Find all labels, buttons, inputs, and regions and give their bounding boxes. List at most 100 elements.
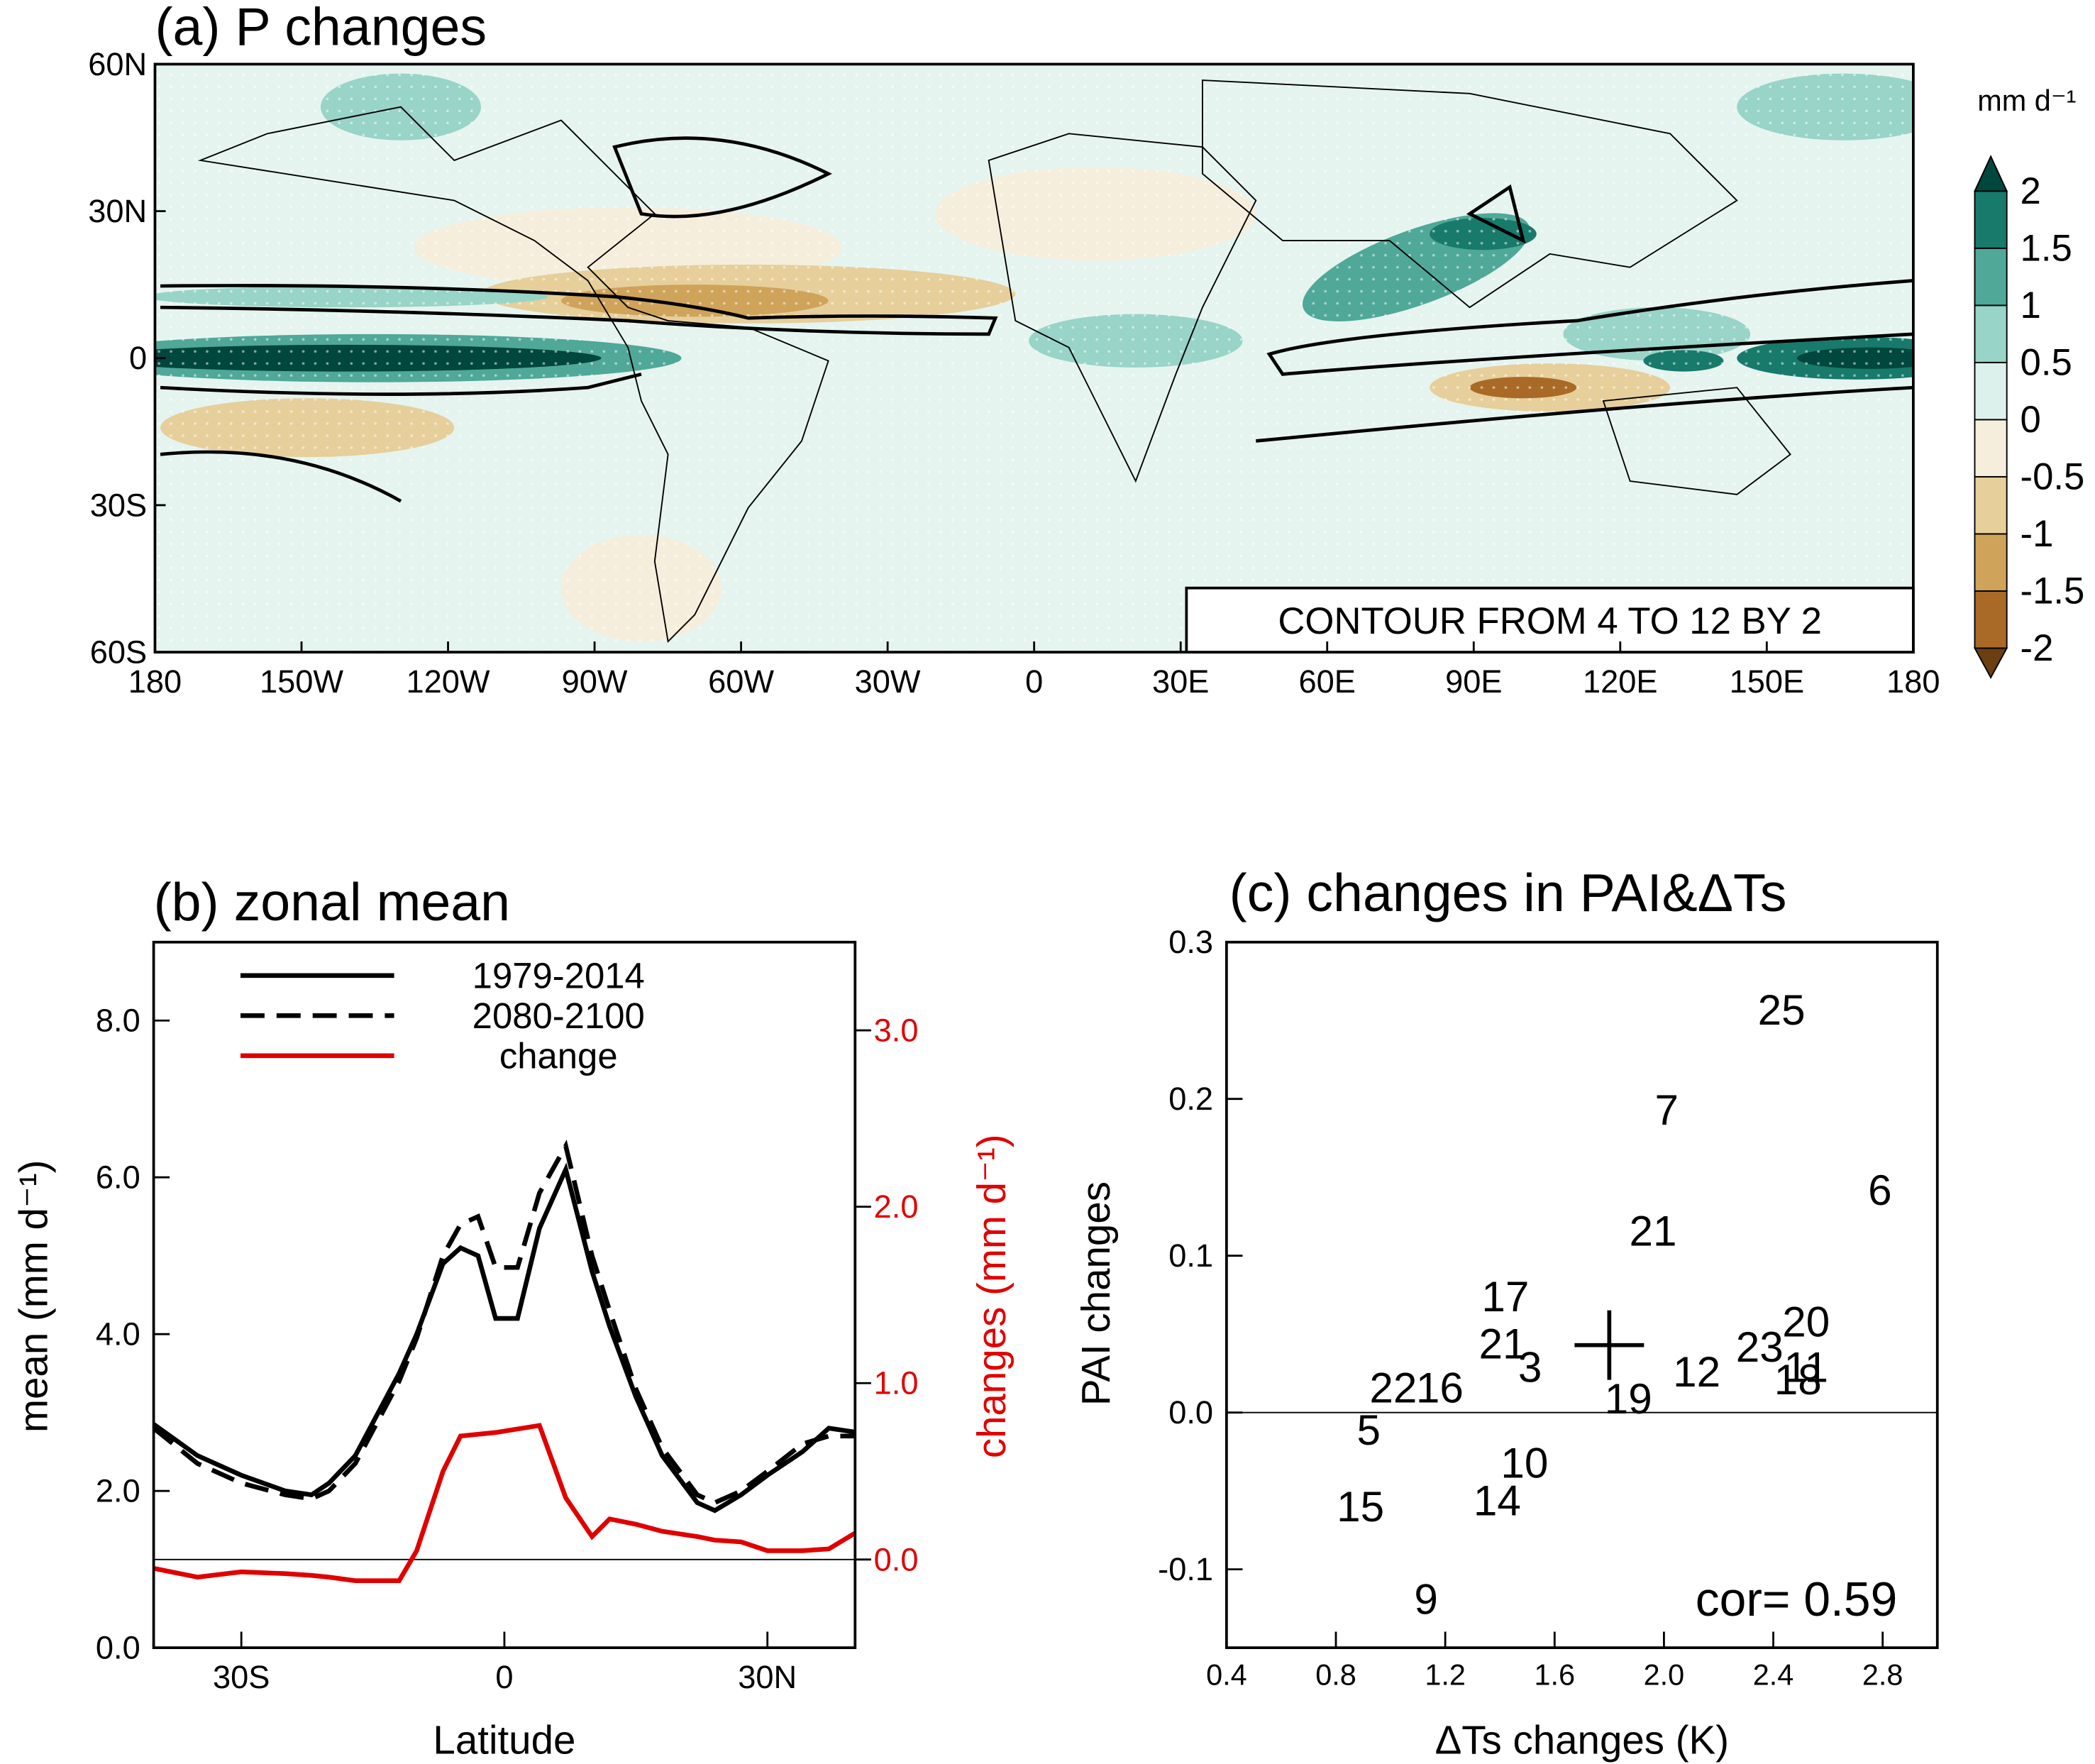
x-tick-label: 90W bbox=[562, 663, 628, 700]
y-tick-label: 2.0 bbox=[96, 1473, 140, 1509]
y-tick-label: 6.0 bbox=[96, 1159, 140, 1196]
x-tick-label: 180 bbox=[128, 663, 182, 700]
y-tick-label: 8.0 bbox=[96, 1003, 140, 1039]
annotation: cor= 0.59 bbox=[1696, 1573, 1898, 1626]
point-label: 14 bbox=[1474, 1476, 1521, 1524]
y-axis-label: mean (mm d⁻¹) bbox=[11, 1160, 56, 1433]
series-line bbox=[152, 1162, 856, 1514]
series-line bbox=[153, 1423, 857, 1583]
point-label: 20 bbox=[1782, 1298, 1830, 1346]
point-label: 15 bbox=[1337, 1482, 1384, 1531]
panel-title: (c) changes in PAI&ΔTs bbox=[1229, 863, 1787, 922]
y-tick-label: 0.1 bbox=[1168, 1237, 1213, 1274]
legend-label: 1979-2014 bbox=[472, 955, 645, 996]
colorbar-label: 2 bbox=[2021, 170, 2041, 212]
colorbar-box bbox=[1974, 190, 2008, 249]
colorbar-unit: mm d⁻¹ bbox=[1977, 84, 2076, 117]
y-tick-label: 60S bbox=[90, 634, 147, 671]
x-tick-label: 90E bbox=[1445, 663, 1502, 700]
y-tick-label: 30S bbox=[90, 487, 147, 523]
colorbar-label: -2 bbox=[2021, 627, 2054, 669]
point-label: 6 bbox=[1868, 1166, 1892, 1214]
colorbar-box bbox=[1974, 533, 2008, 592]
colorbar-label: -1 bbox=[2021, 513, 2054, 555]
x-tick-label: 120E bbox=[1583, 663, 1658, 700]
x-tick-label: 1.2 bbox=[1425, 1658, 1466, 1691]
x-tick-label: 0 bbox=[1025, 663, 1043, 700]
plot-frame bbox=[152, 940, 857, 1650]
annotation-box bbox=[1185, 586, 1915, 654]
point-label: 10 bbox=[1500, 1438, 1548, 1487]
colorbar-label: -1.5 bbox=[2021, 570, 2085, 612]
x-tick-label: 60E bbox=[1299, 663, 1356, 700]
colorbar-label: -0.5 bbox=[2021, 456, 2085, 497]
x-tick-label: 30S bbox=[213, 1659, 270, 1695]
y-tick-label: 0.0 bbox=[96, 1630, 140, 1666]
point-label: 21 bbox=[1479, 1319, 1527, 1367]
x-tick-label: 120W bbox=[407, 663, 490, 700]
y-tick-label: 4.0 bbox=[96, 1316, 140, 1352]
x-axis-label: ΔTs changes (K) bbox=[1435, 1718, 1729, 1763]
point-label: 9 bbox=[1414, 1575, 1438, 1624]
point-label: 5 bbox=[1356, 1406, 1381, 1454]
colorbar-end bbox=[1974, 155, 2008, 192]
y-axis-label: PAI changes bbox=[1073, 1181, 1118, 1406]
x-tick-label: 150E bbox=[1730, 663, 1805, 700]
point-label: 12 bbox=[1673, 1347, 1720, 1396]
x-tick-label: 30W bbox=[855, 663, 921, 700]
colorbar-box bbox=[1974, 419, 2008, 478]
y2-tick-label: 0.0 bbox=[874, 1541, 919, 1577]
point-label: 23 bbox=[1736, 1323, 1784, 1371]
colorbar-label: 0 bbox=[2021, 399, 2041, 441]
x-tick-label: 180 bbox=[1886, 663, 1940, 700]
legend-label: 2080-2100 bbox=[472, 996, 645, 1036]
y-tick-label: 0 bbox=[129, 340, 147, 376]
colorbar-box bbox=[1974, 247, 2008, 307]
y2-axis-label: changes (mm d⁻¹) bbox=[969, 1134, 1014, 1458]
colorbar-box bbox=[1974, 361, 2008, 421]
y-tick-label: 0.3 bbox=[1168, 924, 1213, 960]
colorbar-box bbox=[1974, 475, 2008, 535]
y2-tick-label: 3.0 bbox=[874, 1013, 919, 1049]
x-tick-label: 0 bbox=[495, 1659, 513, 1695]
point-label: 21 bbox=[1629, 1206, 1676, 1255]
colorbar-label: 1.5 bbox=[2021, 227, 2072, 269]
y-tick-label: -0.1 bbox=[1158, 1551, 1213, 1587]
map-annotation: CONTOUR FROM 4 TO 12 BY 2 bbox=[1278, 600, 1822, 642]
x-tick-label: 2.4 bbox=[1753, 1658, 1794, 1691]
plot-frame bbox=[1225, 940, 1939, 1650]
x-tick-label: 2.8 bbox=[1862, 1658, 1903, 1691]
y2-tick-label: 2.0 bbox=[874, 1189, 919, 1225]
point-label: 3 bbox=[1518, 1343, 1542, 1391]
x-tick-label: 60W bbox=[708, 663, 774, 700]
y-tick-label: 30N bbox=[88, 193, 147, 229]
x-tick-label: 30E bbox=[1152, 663, 1209, 700]
y-tick-label: 0.0 bbox=[1168, 1394, 1213, 1431]
colorbar-box bbox=[1974, 590, 2008, 649]
point-label: 22 bbox=[1369, 1363, 1417, 1411]
colorbar-label: 1 bbox=[2021, 285, 2041, 326]
colorbar-end bbox=[1973, 647, 2008, 679]
map-field bbox=[155, 64, 1913, 653]
x-tick-label: 2.0 bbox=[1644, 1658, 1685, 1691]
colorbar-label: 0.5 bbox=[2021, 341, 2072, 383]
point-label: 11 bbox=[1784, 1343, 1829, 1391]
series-line bbox=[152, 1140, 856, 1506]
y2-tick-label: 1.0 bbox=[874, 1365, 919, 1401]
colorbar-box bbox=[1974, 304, 2008, 363]
point-label: 25 bbox=[1758, 986, 1806, 1034]
x-tick-label: 1.6 bbox=[1534, 1658, 1575, 1691]
point-label: 17 bbox=[1481, 1272, 1529, 1321]
x-tick-label: 0.4 bbox=[1206, 1658, 1247, 1691]
x-tick-label: 150W bbox=[260, 663, 343, 700]
x-axis-label: Latitude bbox=[433, 1718, 575, 1763]
point-label: 18 bbox=[1774, 1355, 1822, 1404]
y-tick-label: 60N bbox=[88, 46, 147, 82]
panel-title: (b) zonal mean bbox=[154, 872, 510, 932]
point-label: 19 bbox=[1605, 1374, 1652, 1423]
y-tick-label: 0.2 bbox=[1168, 1081, 1213, 1117]
point-label: 16 bbox=[1416, 1363, 1464, 1411]
panel-title: (a) P changes bbox=[155, 0, 487, 57]
